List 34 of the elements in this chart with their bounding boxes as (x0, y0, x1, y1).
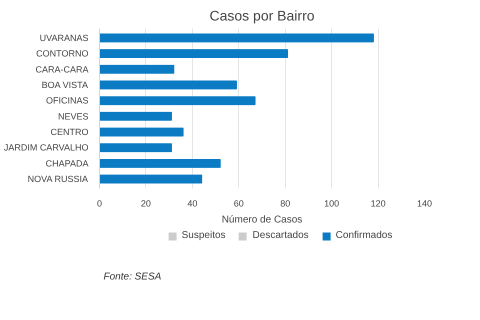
y-tick-label: NOVA RUSSIA (28, 174, 88, 184)
y-tick-label: CONTORNO (36, 48, 89, 59)
legend-label: Suspeitos (182, 230, 226, 241)
legend-label: Confirmados (336, 230, 392, 241)
x-axis-title: Número de Casos (222, 214, 302, 226)
bar (100, 80, 237, 90)
bar (100, 64, 174, 74)
y-tick-label: OFICINAS (46, 96, 89, 106)
y-tick-label: UVARANAS (40, 32, 89, 43)
y-tick-label: BOA VISTA (42, 80, 88, 90)
x-tick-label: 40 (187, 198, 198, 208)
bar (100, 49, 288, 58)
bar (100, 33, 374, 42)
x-tick-label: 60 (234, 198, 244, 208)
y-tick-label: CHAPADA (46, 158, 88, 168)
y-tick-label: NEVES (58, 111, 89, 122)
bar (100, 174, 202, 184)
bar (100, 96, 256, 106)
bar (100, 158, 221, 168)
chart-title: Casos por Bairro (209, 8, 315, 24)
x-tick-label: 80 (280, 198, 290, 208)
x-tick-label: 140 (416, 198, 432, 208)
x-tick-label: 20 (140, 198, 151, 208)
y-tick-label: CENTRO (50, 127, 88, 138)
bar (100, 128, 184, 136)
x-tick-label: 100 (324, 198, 340, 208)
bar (100, 143, 172, 152)
source-note: Fonte: SESA (104, 272, 162, 282)
bar (100, 112, 172, 121)
y-tick-label: CARA-CARA (35, 64, 89, 74)
y-tick-label: JARDIM CARVALHO (4, 142, 89, 153)
x-tick-label: 0 (96, 198, 102, 208)
x-tick-label: 120 (370, 198, 386, 208)
legend-label: Descartados (252, 230, 309, 241)
